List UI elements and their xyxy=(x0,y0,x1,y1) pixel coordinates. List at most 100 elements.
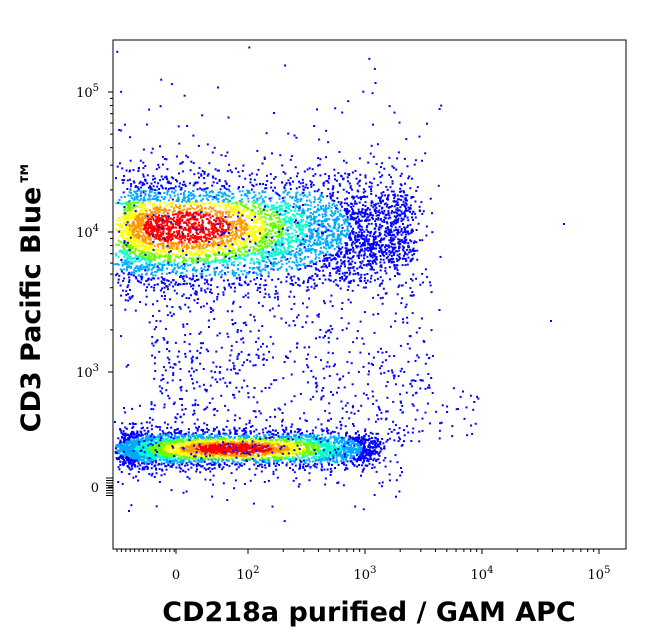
event-dot xyxy=(220,240,223,243)
event-dot xyxy=(161,255,164,258)
event-dot xyxy=(170,264,173,267)
event-dot xyxy=(231,236,234,239)
event-dot xyxy=(224,246,227,249)
event-dot xyxy=(360,225,363,228)
event-dot xyxy=(290,155,293,158)
event-dot xyxy=(328,246,330,249)
event-dot xyxy=(283,213,286,216)
event-dot xyxy=(132,274,135,277)
event-dot xyxy=(182,205,185,208)
event-dot xyxy=(339,184,342,187)
event-dot xyxy=(276,247,279,250)
event-dot xyxy=(155,168,158,171)
event-dot xyxy=(129,194,132,197)
event-dot xyxy=(283,186,286,189)
event-dot xyxy=(300,197,303,200)
event-dot xyxy=(269,252,272,254)
event-dot xyxy=(204,269,207,272)
event-dot xyxy=(284,249,287,252)
event-dot xyxy=(155,206,158,209)
event-dot xyxy=(277,239,280,242)
event-dot xyxy=(217,198,220,200)
event-dot xyxy=(204,214,207,217)
event-dot xyxy=(324,220,327,223)
event-dot xyxy=(342,234,345,237)
event-dot xyxy=(131,209,134,212)
event-dot xyxy=(132,194,135,197)
event-dot xyxy=(238,220,241,223)
event-dot xyxy=(182,196,185,199)
event-dot xyxy=(124,207,127,210)
event-dot xyxy=(224,266,227,269)
event-dot xyxy=(231,269,234,272)
event-dot xyxy=(330,241,333,244)
event-dot xyxy=(277,252,280,255)
event-dot xyxy=(377,196,380,199)
event-dot xyxy=(310,183,312,186)
event-dot xyxy=(335,262,338,265)
event-dot xyxy=(369,211,372,214)
event-dot xyxy=(411,216,413,219)
event-dot xyxy=(400,228,403,230)
event-dot xyxy=(232,214,235,216)
event-dot xyxy=(406,224,409,227)
event-dot xyxy=(301,224,304,227)
event-dot xyxy=(327,234,330,237)
event-dot xyxy=(264,217,267,220)
event-dot xyxy=(328,204,331,207)
event-dot xyxy=(249,280,252,283)
event-dot xyxy=(217,273,220,276)
event-dot xyxy=(390,254,393,257)
event-dot xyxy=(257,168,260,171)
event-dot xyxy=(304,240,307,243)
event-dot xyxy=(260,245,263,248)
event-dot xyxy=(316,209,319,212)
event-dot xyxy=(191,258,194,261)
event-dot xyxy=(155,212,158,215)
event-dot xyxy=(306,199,308,202)
event-dot xyxy=(303,257,306,260)
event-dot xyxy=(139,204,142,207)
event-dot xyxy=(316,220,319,223)
event-dot xyxy=(136,221,139,224)
event-dot xyxy=(238,282,241,285)
event-dot xyxy=(264,250,267,253)
event-dot xyxy=(173,226,176,229)
event-dot xyxy=(136,223,139,226)
event-dot xyxy=(249,228,252,230)
event-dot xyxy=(277,261,280,264)
event-dot xyxy=(134,267,137,269)
event-dot xyxy=(146,263,149,266)
event-dot xyxy=(234,241,237,244)
event-dot xyxy=(211,237,214,240)
event-dot xyxy=(359,265,362,268)
event-dot xyxy=(392,248,395,250)
event-dot xyxy=(295,204,298,207)
event-dot xyxy=(354,251,357,254)
event-dot xyxy=(294,252,297,255)
event-dot xyxy=(163,263,166,266)
event-dot xyxy=(389,238,392,241)
event-dot xyxy=(303,262,306,265)
event-dot xyxy=(302,233,305,236)
event-dot xyxy=(131,271,134,274)
event-dot xyxy=(366,273,369,275)
event-dot xyxy=(232,249,235,252)
event-dot xyxy=(349,301,352,304)
event-dot xyxy=(171,224,174,227)
event-dot xyxy=(190,257,193,260)
event-dot xyxy=(151,242,154,245)
event-dot xyxy=(172,207,175,210)
event-dot xyxy=(194,246,197,248)
event-dot xyxy=(175,226,178,229)
event-dot xyxy=(238,217,241,220)
event-dot xyxy=(375,262,378,265)
event-dot xyxy=(173,209,175,212)
event-dot xyxy=(264,212,266,215)
event-dot xyxy=(227,246,230,249)
event-dot xyxy=(308,227,311,230)
event-dot xyxy=(142,223,145,226)
event-dot xyxy=(328,177,330,180)
event-dot xyxy=(338,270,341,273)
event-dot xyxy=(222,291,225,294)
